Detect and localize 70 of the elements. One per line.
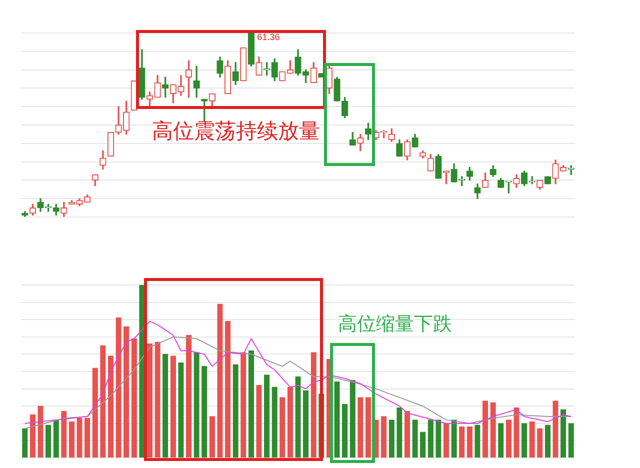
annotation: 高位震荡持续放量 [152,120,320,143]
bar [482,400,488,458]
bar [310,352,316,458]
bar [381,416,387,458]
bar [388,420,394,458]
bar [116,318,122,458]
bar [537,428,543,458]
bar [459,426,465,458]
bar [474,424,480,458]
bar [84,418,90,458]
bar [443,423,450,458]
bar [560,409,566,458]
bar [350,380,356,458]
bar [365,397,372,458]
bar [295,376,301,458]
bar [232,364,238,458]
bar [506,420,512,458]
bar [154,342,160,458]
bar [302,390,309,458]
bar [334,382,340,458]
bar [162,354,168,458]
annotation: 61.36 [257,32,280,42]
bar [202,366,208,458]
bar [498,423,504,458]
bar [217,304,223,458]
bar [272,386,278,458]
bar [53,420,59,458]
bar [61,410,67,458]
bar [170,356,176,458]
bar [22,428,28,458]
bar [100,345,106,458]
bar [568,423,574,458]
bar [194,352,200,458]
bar [178,362,184,458]
bar [412,420,418,458]
bar [466,426,472,458]
bar [108,356,114,458]
bar [256,385,262,458]
bar [30,414,36,458]
bar [428,420,434,458]
bar [45,424,52,458]
bar [514,408,520,458]
bar [544,424,551,458]
bar [552,400,558,458]
bar [490,402,496,458]
bar [451,420,457,458]
bar [124,326,130,458]
bar [287,386,294,458]
bar [342,404,348,458]
bar [521,423,528,458]
bar [224,321,231,458]
bar [76,418,82,458]
bar [404,410,410,458]
bar [209,416,215,458]
bar [68,421,75,458]
bar [248,350,254,458]
bar [529,421,535,458]
bar [264,374,270,458]
bar [436,420,442,458]
bar [38,406,44,458]
bar [146,343,153,458]
bar [280,397,286,458]
bar [420,432,426,458]
annotation: 高位缩量下跌 [338,314,452,335]
bar [358,397,364,458]
bar [240,352,246,458]
bar [131,338,137,458]
bar [396,408,402,458]
bar [92,368,98,458]
bar [186,334,192,458]
